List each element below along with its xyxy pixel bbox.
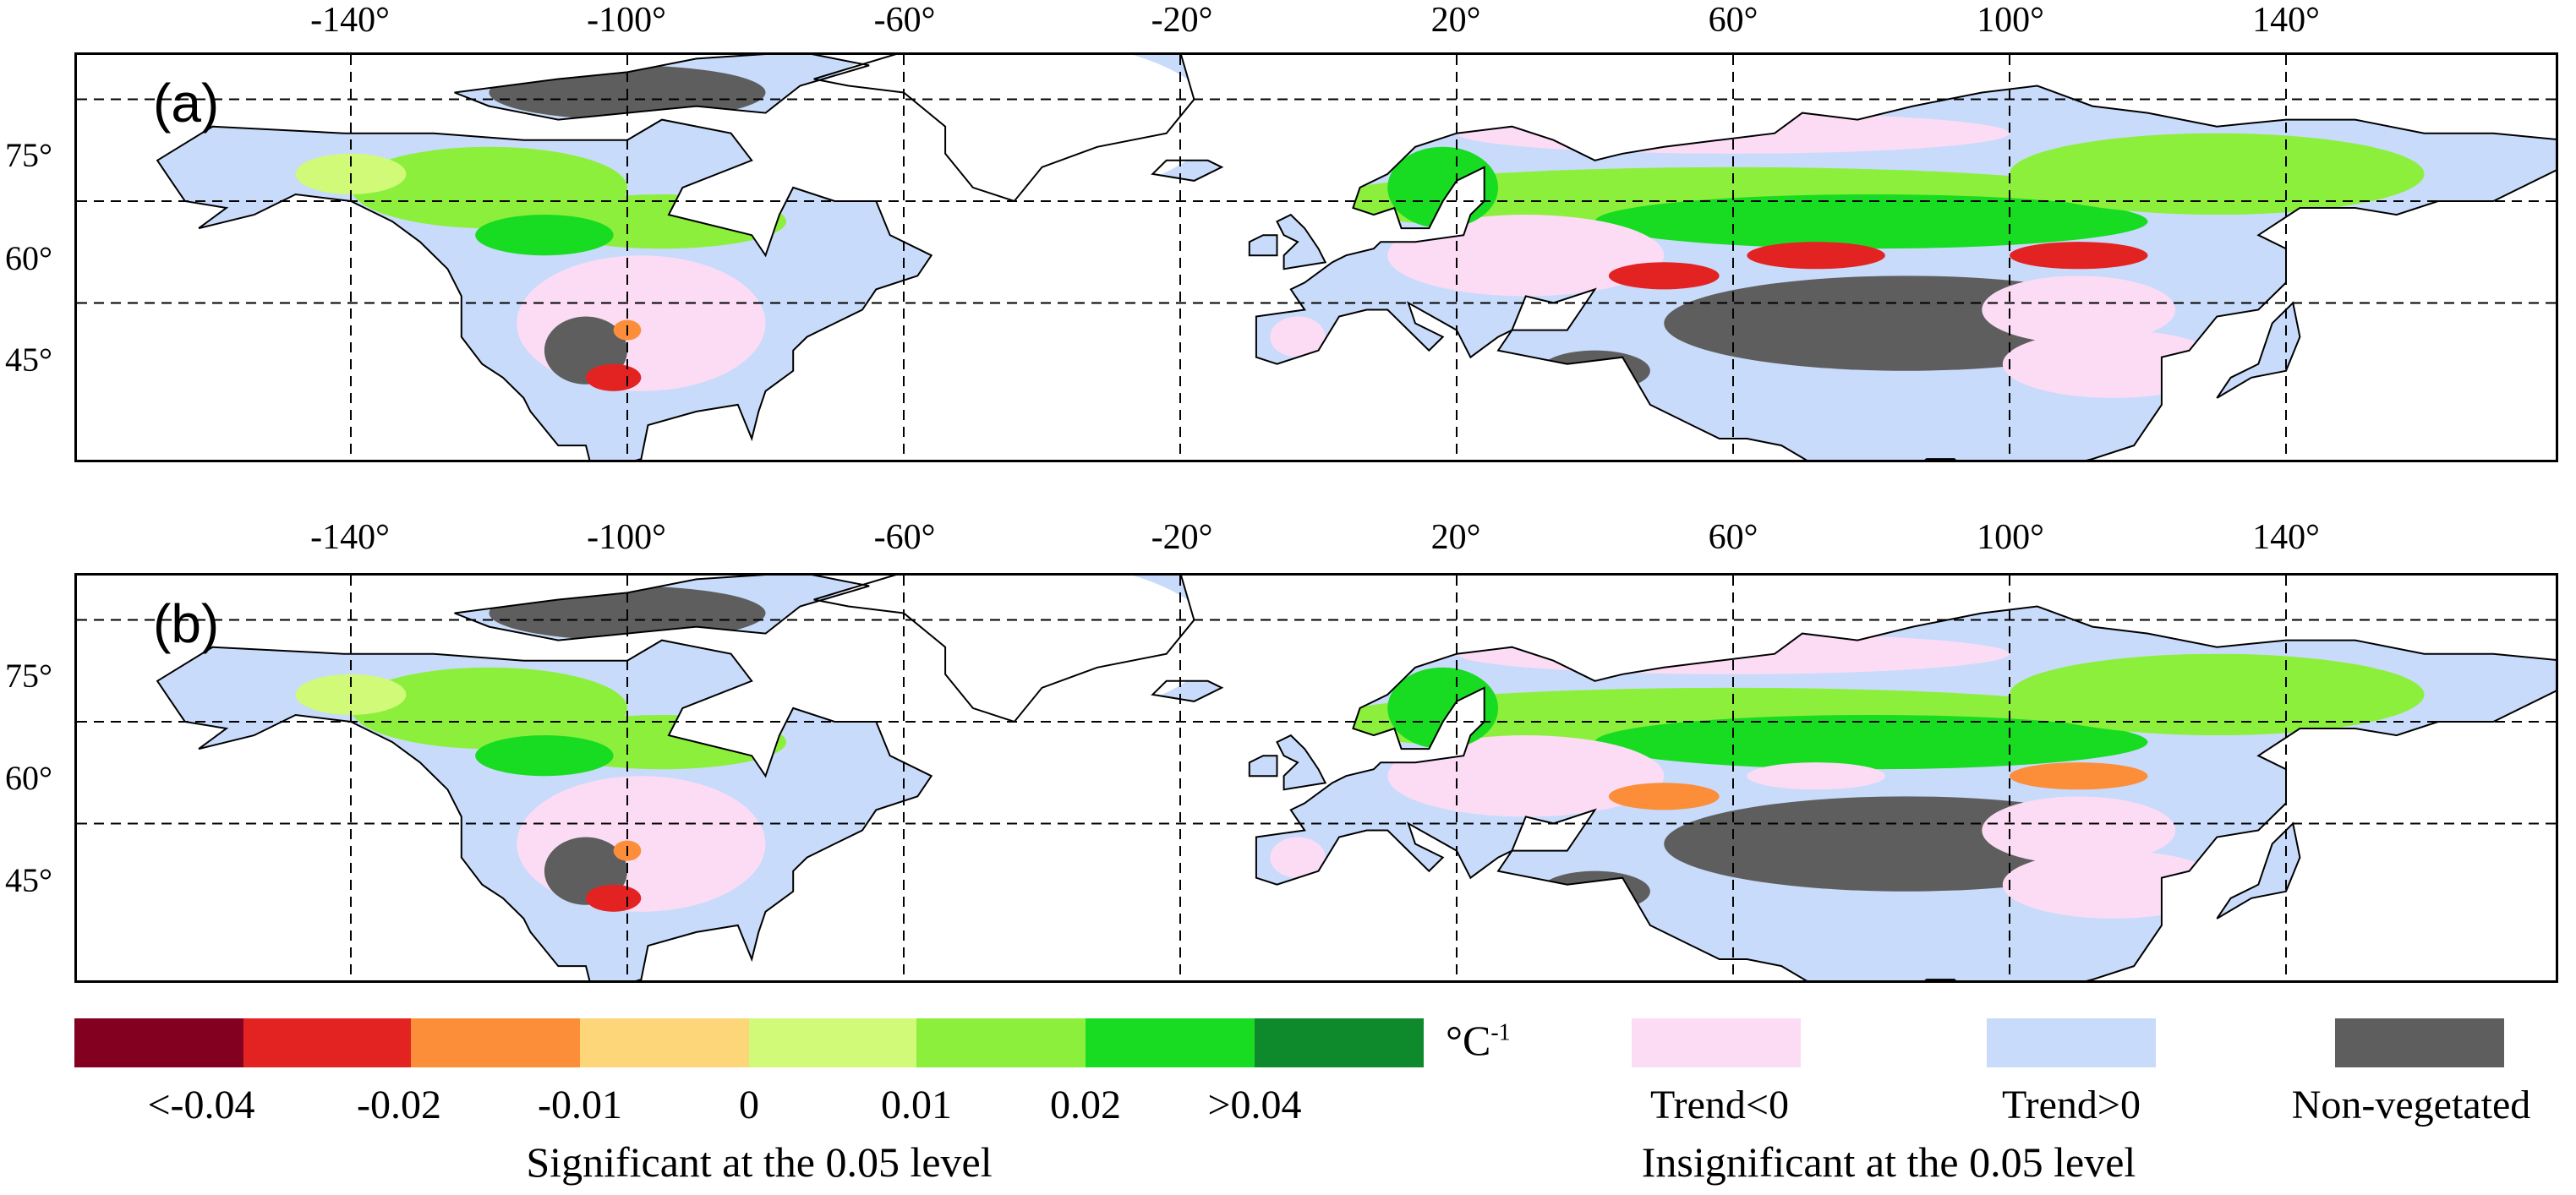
legend-swatch-sig: [74, 1018, 243, 1067]
legend-swatch-trend-negative: [1632, 1018, 1801, 1067]
region-ice: [800, 55, 1215, 201]
legend-unit: °C-1: [1446, 1017, 1511, 1064]
map-b: [77, 576, 2556, 980]
region-orange: [2010, 762, 2148, 790]
region-pink: [1982, 796, 2176, 865]
region-green: [475, 215, 614, 256]
region-nonveg: [1180, 904, 1595, 974]
legend-tick-label: -0.02: [357, 1083, 441, 1127]
lon-label: 140°: [2252, 518, 2320, 557]
legend-label-trend-negative: Trend<0: [1650, 1083, 1789, 1127]
lon-label: 140°: [2252, 1, 2320, 40]
region-pink: [2002, 330, 2224, 398]
lat-label: 60°: [5, 759, 52, 797]
lat-label: 45°: [5, 341, 52, 379]
region-orange: [2010, 242, 2148, 270]
lat-label: 45°: [5, 861, 52, 899]
lon-label: -140°: [310, 518, 390, 557]
legend-label-non-vegetated: Non-vegetated: [2291, 1083, 2531, 1127]
region-green: [828, 139, 911, 181]
legend-swatch-sig: [1255, 1018, 1424, 1067]
lon-label: -20°: [1151, 518, 1213, 557]
coastline: [1248, 234, 1278, 257]
legend-swatch-sig: [243, 1018, 411, 1067]
map-panel-b: (b): [74, 573, 2558, 983]
legend-title-significant: Significant at the 0.05 level: [526, 1138, 993, 1186]
coastline: [156, 639, 933, 980]
coastline: [1255, 605, 2556, 980]
lon-label: 60°: [1708, 518, 1758, 557]
region-green: [2010, 653, 2425, 736]
coastline: [1276, 734, 1327, 791]
region-pink: [2002, 850, 2224, 919]
lon-label: -20°: [1151, 1, 1213, 40]
region-green: [828, 660, 911, 701]
legend-tick-label: 0: [739, 1083, 759, 1127]
region-red: [585, 363, 642, 391]
legend-tick-label: -0.01: [538, 1083, 622, 1127]
legend-swatch-sig: [916, 1018, 1086, 1067]
lon-label: 20°: [1430, 518, 1481, 557]
lon-label: -60°: [873, 1, 936, 40]
region-pink: [1982, 276, 2176, 344]
legend-tick-label: >0.04: [1207, 1083, 1302, 1127]
lon-label: -100°: [587, 1, 666, 40]
lat-label: 75°: [5, 136, 52, 174]
region-pink: [1270, 316, 1326, 357]
region-green: [1387, 146, 1499, 229]
region-red: [1747, 242, 1885, 270]
coastline: [1248, 755, 1278, 778]
coastline: [813, 576, 1195, 723]
region-nonveg: [1540, 870, 1650, 912]
panel-label-a: (a): [153, 73, 220, 134]
region-ice: [800, 576, 1215, 722]
region-nonveg: [1540, 350, 1650, 391]
coastline: [1151, 679, 1224, 702]
coastline: [1151, 159, 1224, 182]
legend-swatch-sig: [411, 1018, 580, 1067]
region-pink: [1270, 837, 1326, 878]
legend-tick-label: <-0.04: [147, 1083, 255, 1127]
region-green: [2010, 133, 2425, 216]
legend-swatch-sig: [1086, 1018, 1255, 1067]
region-red: [585, 884, 642, 912]
lon-label: 100°: [1977, 518, 2044, 557]
lon-label: 20°: [1430, 1, 1481, 40]
coastline: [156, 118, 933, 460]
legend-title-insignificant: Insignificant at the 0.05 level: [1641, 1138, 2136, 1186]
region-green: [475, 735, 614, 777]
map-a: [77, 55, 2556, 460]
region-green: [1594, 714, 2148, 770]
lon-label: -60°: [873, 518, 936, 557]
lon-label: 100°: [1977, 1, 2044, 40]
coastline: [1255, 85, 2556, 460]
legend-tick-label: 0.01: [881, 1083, 952, 1127]
panel-label-b: (b): [153, 593, 220, 654]
legend-label-trend-positive: Trend>0: [2002, 1083, 2141, 1127]
coastline: [813, 55, 1195, 203]
lon-label: 60°: [1708, 1, 1758, 40]
region-red: [1747, 762, 1885, 790]
lon-label: -140°: [310, 1, 390, 40]
legend-swatch-sig: [580, 1018, 749, 1067]
legend-swatch-non-vegetated: [2335, 1018, 2504, 1067]
region-green: [1594, 194, 2148, 249]
legend-swatch-trend-positive: [1987, 1018, 2156, 1067]
coastline: [1276, 213, 1327, 270]
map-panel-a: (a): [74, 52, 2558, 462]
region-red: [1608, 262, 1720, 290]
region-nonveg: [1180, 384, 1595, 453]
lat-label: 75°: [5, 657, 52, 695]
lat-label: 60°: [5, 239, 52, 277]
region-red: [1608, 783, 1720, 810]
region-green: [1387, 667, 1499, 750]
legend-tick-label: 0.02: [1050, 1083, 1121, 1127]
lon-label: -100°: [587, 518, 666, 557]
legend-swatch-sig: [749, 1018, 916, 1067]
